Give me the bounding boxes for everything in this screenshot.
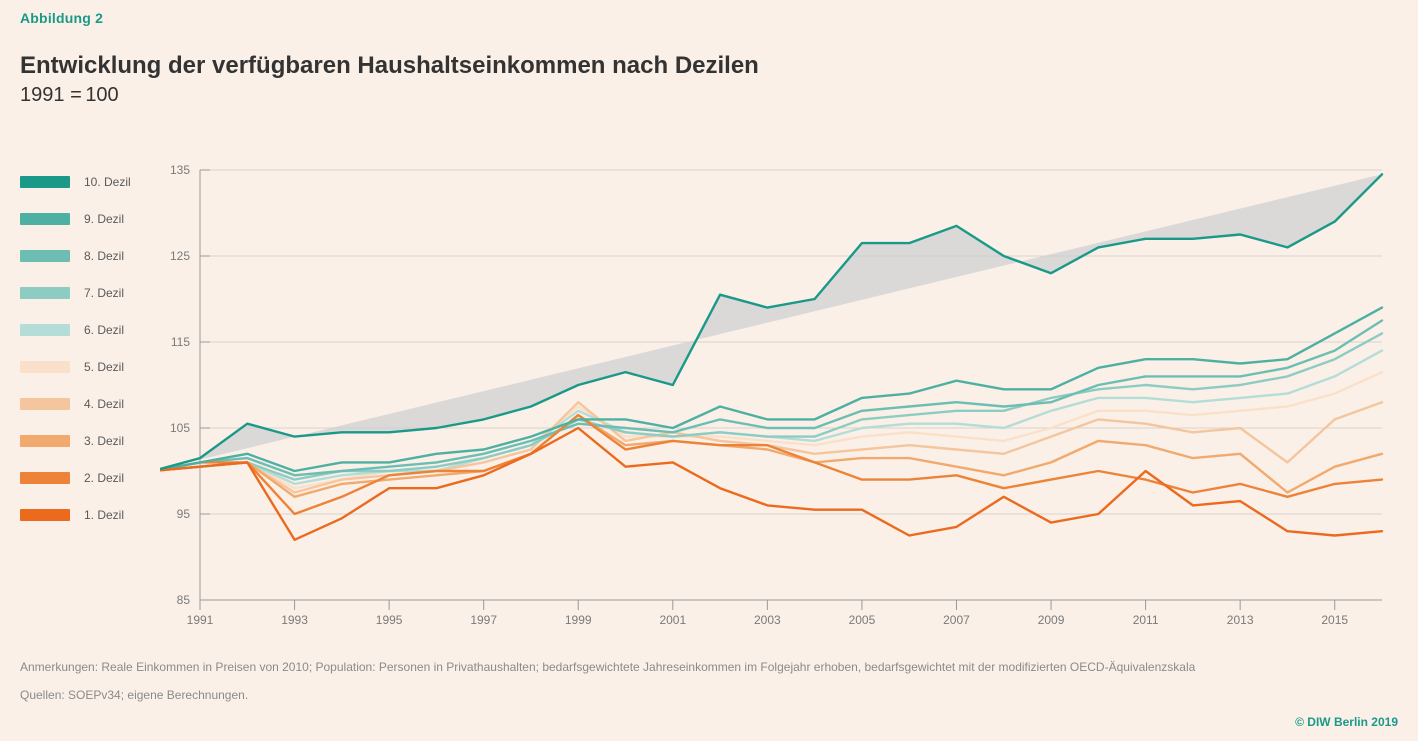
svg-text:2007: 2007: [943, 613, 970, 627]
svg-text:2011: 2011: [1133, 613, 1159, 627]
legend-swatch: [20, 287, 70, 299]
svg-text:1999: 1999: [565, 613, 592, 627]
svg-text:2001: 2001: [659, 613, 686, 627]
legend-swatch: [20, 398, 70, 410]
legend-label: 1. Dezil: [84, 508, 124, 522]
svg-text:95: 95: [177, 507, 191, 521]
legend-swatch: [20, 213, 70, 225]
legend-label: 9. Dezil: [84, 212, 124, 226]
legend-item: 1. Dezil: [20, 508, 140, 522]
legend-swatch: [20, 250, 70, 262]
legend-label: 8. Dezil: [84, 249, 124, 263]
svg-text:115: 115: [171, 335, 190, 349]
figure-title: Entwicklung der verfügbaren Haushaltsein…: [20, 52, 759, 80]
legend-swatch: [20, 509, 70, 521]
line-chart-svg: 85 95 105 115 125 135 1991 1993 1995 1997 1999 2001…: [160, 160, 1390, 630]
legend-item: 9. Dezil: [20, 212, 140, 226]
subtitle-base: 100: [85, 84, 118, 106]
legend-label: 4. Dezil: [84, 397, 124, 411]
footnote-1: Anmerkungen: Reale Einkommen in Preisen …: [20, 660, 1195, 674]
figure-caption: Abbildung 2: [20, 10, 103, 26]
svg-text:2009: 2009: [1038, 613, 1065, 627]
svg-text:105: 105: [170, 421, 190, 435]
svg-text:2005: 2005: [849, 613, 876, 627]
range-area: [160, 174, 1382, 471]
legend-label: 6. Dezil: [84, 323, 124, 337]
legend-item: 2. Dezil: [20, 471, 140, 485]
legend-label: 10. Dezil: [84, 175, 131, 189]
footnotes: Anmerkungen: Reale Einkommen in Preisen …: [20, 660, 1195, 716]
figure-subtitle: 1991 = 100: [20, 84, 119, 107]
figure-container: Abbildung 2 Entwicklung der verfügbaren …: [0, 0, 1418, 741]
equals-icon: =: [70, 84, 85, 106]
legend-label: 5. Dezil: [84, 360, 124, 374]
legend-swatch: [20, 472, 70, 484]
subtitle-year: 1991: [20, 84, 65, 106]
legend-label: 3. Dezil: [84, 434, 124, 448]
footnote-2: Quellen: SOEPv34; eigene Berechnungen.: [20, 688, 1195, 702]
series-line-d6: [160, 351, 1382, 484]
copyright: © DIW Berlin 2019: [1295, 715, 1398, 729]
legend-swatch: [20, 176, 70, 188]
svg-text:2003: 2003: [754, 613, 781, 627]
svg-text:1991: 1991: [187, 613, 214, 627]
legend-item: 6. Dezil: [20, 323, 140, 337]
svg-text:1995: 1995: [376, 613, 403, 627]
svg-text:1993: 1993: [281, 613, 308, 627]
legend-item: 10. Dezil: [20, 175, 140, 189]
svg-text:85: 85: [177, 593, 191, 607]
svg-text:135: 135: [170, 163, 190, 177]
chart-plot: 85 95 105 115 125 135 1991 1993 1995 1997 1999 2001…: [160, 160, 1390, 635]
svg-text:125: 125: [170, 249, 190, 263]
legend-label: 2. Dezil: [84, 471, 124, 485]
legend-swatch: [20, 361, 70, 373]
legend-swatch: [20, 435, 70, 447]
svg-text:2013: 2013: [1227, 613, 1254, 627]
legend-item: 5. Dezil: [20, 360, 140, 374]
legend-item: 7. Dezil: [20, 286, 140, 300]
legend-item: 8. Dezil: [20, 249, 140, 263]
series-line-d8: [160, 321, 1382, 476]
legend-item: 3. Dezil: [20, 434, 140, 448]
svg-text:1997: 1997: [470, 613, 497, 627]
legend-swatch: [20, 324, 70, 336]
legend-item: 4. Dezil: [20, 397, 140, 411]
legend: 10. Dezil 9. Dezil 8. Dezil 7. Dezil 6. Dezi…: [20, 175, 140, 545]
legend-label: 7. Dezil: [84, 286, 124, 300]
svg-text:2015: 2015: [1321, 613, 1348, 627]
